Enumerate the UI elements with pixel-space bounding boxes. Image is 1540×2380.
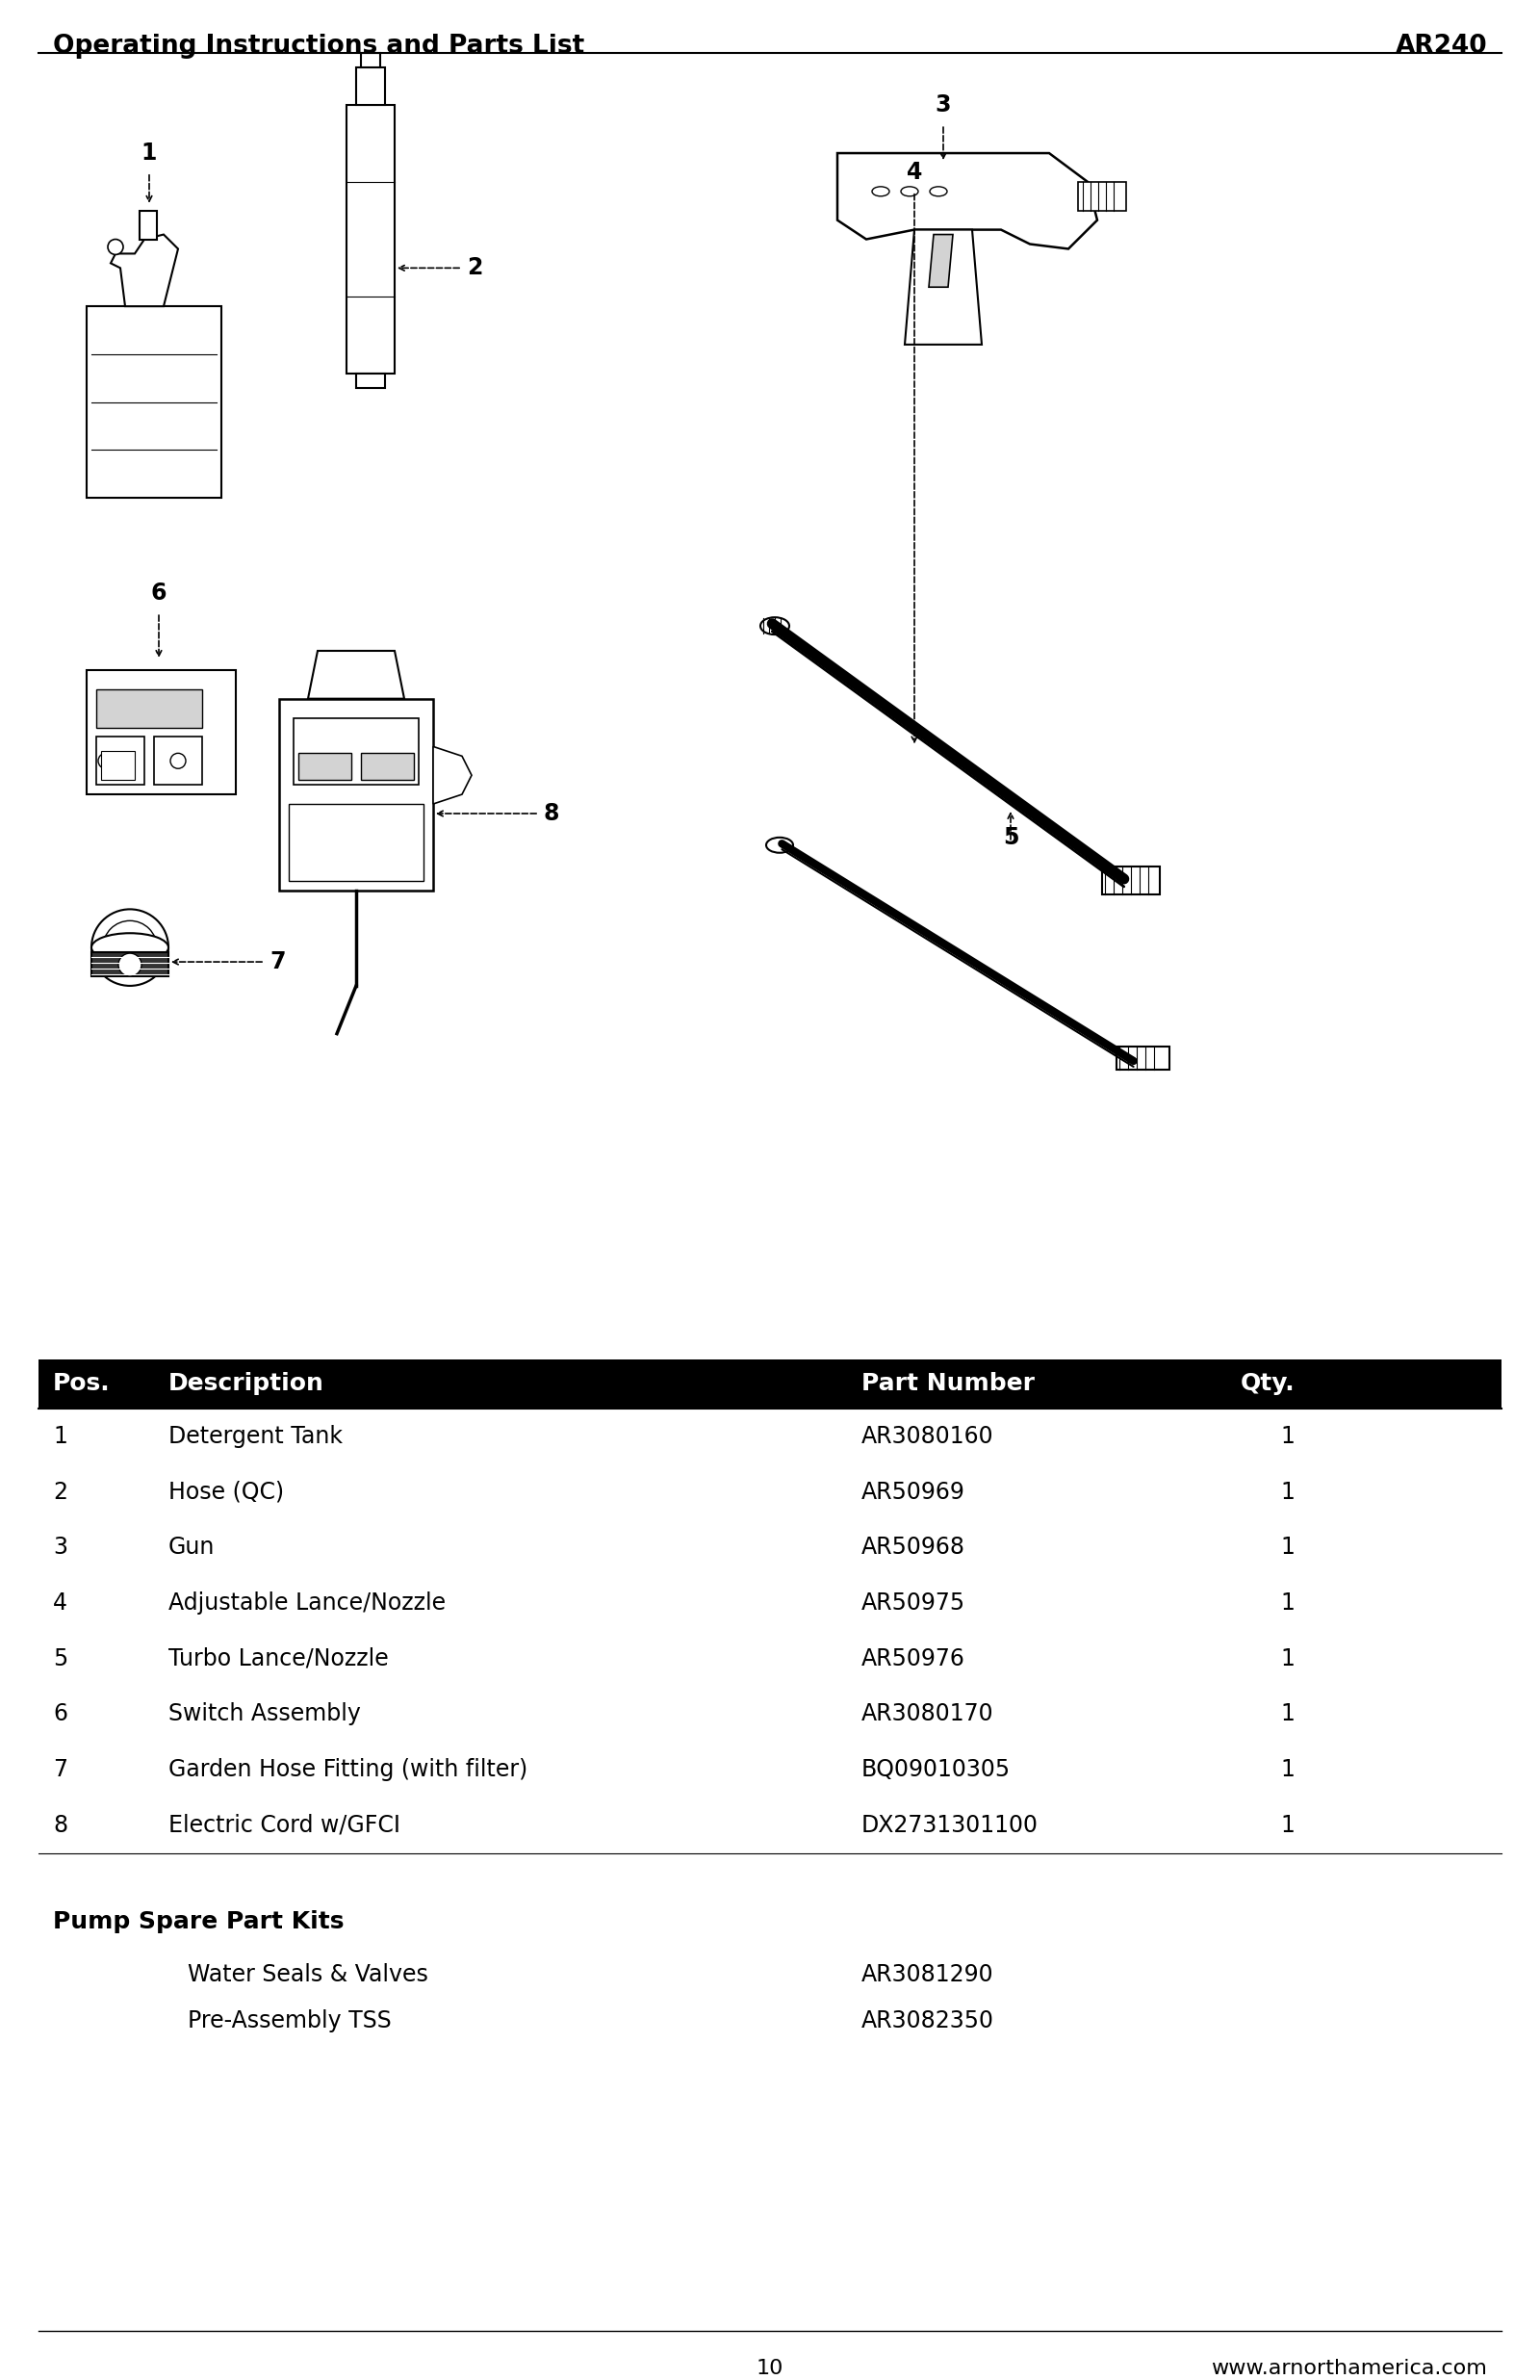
Text: 1: 1 (1280, 1592, 1295, 1614)
Text: Description: Description (168, 1373, 325, 1395)
Circle shape (171, 752, 186, 769)
Text: Garden Hose Fitting (with filter): Garden Hose Fitting (with filter) (168, 1759, 528, 1780)
FancyBboxPatch shape (290, 804, 424, 881)
Text: 1: 1 (1280, 1480, 1295, 1504)
Text: 7: 7 (52, 1759, 68, 1780)
Text: Turbo Lance/Nozzle: Turbo Lance/Nozzle (168, 1647, 388, 1671)
Text: Pre-Assembly TSS: Pre-Assembly TSS (188, 2009, 391, 2033)
Bar (1103, 866, 1160, 895)
Polygon shape (929, 236, 953, 288)
FancyBboxPatch shape (86, 669, 236, 795)
Text: AR50969: AR50969 (861, 1480, 966, 1504)
Text: 5: 5 (1003, 826, 1018, 850)
Text: www.arnorthamerica.com: www.arnorthamerica.com (1210, 2359, 1488, 2378)
Text: 3: 3 (52, 1535, 68, 1559)
Text: 1: 1 (1280, 1759, 1295, 1780)
Text: BQ09010305: BQ09010305 (861, 1759, 1010, 1780)
Ellipse shape (91, 933, 168, 962)
Text: AR50976: AR50976 (861, 1647, 966, 1671)
Ellipse shape (930, 186, 947, 195)
Polygon shape (308, 650, 403, 700)
Polygon shape (111, 236, 179, 307)
Text: Switch Assembly: Switch Assembly (168, 1702, 360, 1726)
Text: 1: 1 (1280, 1814, 1295, 1837)
Text: AR50975: AR50975 (861, 1592, 966, 1614)
Circle shape (108, 240, 123, 255)
FancyBboxPatch shape (86, 307, 222, 497)
Bar (294, 719, 419, 785)
Text: 8: 8 (544, 802, 559, 826)
Text: 5: 5 (52, 1647, 68, 1671)
Text: 6: 6 (52, 1702, 68, 1726)
Text: 7: 7 (270, 950, 285, 973)
Bar (140, 209, 157, 240)
Bar (356, 67, 385, 105)
Text: 3: 3 (935, 93, 952, 117)
Text: 1: 1 (1280, 1426, 1295, 1447)
Text: Pos.: Pos. (52, 1373, 111, 1395)
FancyBboxPatch shape (279, 700, 433, 890)
Text: Part Number: Part Number (861, 1373, 1035, 1395)
Polygon shape (906, 231, 983, 345)
Ellipse shape (872, 186, 890, 195)
Bar (154, 738, 202, 785)
Text: 1: 1 (1280, 1702, 1295, 1726)
Bar (102, 752, 136, 781)
Text: AR3082350: AR3082350 (861, 2009, 995, 2033)
Text: Water Seals & Valves: Water Seals & Valves (188, 1964, 428, 1985)
Text: Qty.: Qty. (1240, 1373, 1295, 1395)
Ellipse shape (767, 838, 793, 852)
Circle shape (99, 752, 114, 769)
Text: DX2731301100: DX2731301100 (861, 1814, 1038, 1837)
Bar (346, 105, 394, 374)
Text: Adjustable Lance/Nozzle: Adjustable Lance/Nozzle (168, 1592, 445, 1614)
Circle shape (91, 909, 168, 985)
Text: 2: 2 (467, 257, 482, 278)
Text: Operating Instructions and Parts List: Operating Instructions and Parts List (52, 33, 585, 60)
Bar (360, 52, 380, 67)
Text: 6: 6 (151, 581, 166, 605)
Polygon shape (433, 747, 471, 804)
Bar (91, 952, 168, 976)
Text: AR3080160: AR3080160 (861, 1426, 993, 1447)
Circle shape (119, 954, 142, 976)
Text: 8: 8 (52, 1814, 68, 1837)
Text: Detergent Tank: Detergent Tank (168, 1426, 342, 1447)
Text: AR50968: AR50968 (861, 1535, 966, 1559)
Text: 1: 1 (1280, 1647, 1295, 1671)
Text: AR3081290: AR3081290 (861, 1964, 993, 1985)
Text: Pump Spare Part Kits: Pump Spare Part Kits (52, 1911, 343, 1933)
Bar (1116, 1047, 1169, 1071)
Bar (360, 752, 414, 781)
Text: AR3080170: AR3080170 (861, 1702, 993, 1726)
Text: 1: 1 (142, 140, 157, 164)
Bar (299, 752, 351, 781)
Text: Electric Cord w/GFCI: Electric Cord w/GFCI (168, 1814, 400, 1837)
Text: 10: 10 (756, 2359, 784, 2378)
Ellipse shape (761, 616, 788, 635)
Text: Hose (QC): Hose (QC) (168, 1480, 283, 1504)
Bar (95, 738, 145, 785)
Text: 1: 1 (1280, 1535, 1295, 1559)
Circle shape (103, 921, 157, 973)
Bar (38, 1359, 1502, 1409)
Ellipse shape (901, 186, 918, 195)
Text: 1: 1 (52, 1426, 68, 1447)
Text: AR240: AR240 (1395, 33, 1488, 60)
Polygon shape (838, 152, 1096, 250)
Bar (356, 374, 385, 388)
Text: 2: 2 (52, 1480, 68, 1504)
Text: 4: 4 (52, 1592, 68, 1614)
Text: 4: 4 (907, 162, 922, 183)
Text: Gun: Gun (168, 1535, 216, 1559)
Bar (95, 690, 202, 728)
Bar (1078, 181, 1126, 209)
